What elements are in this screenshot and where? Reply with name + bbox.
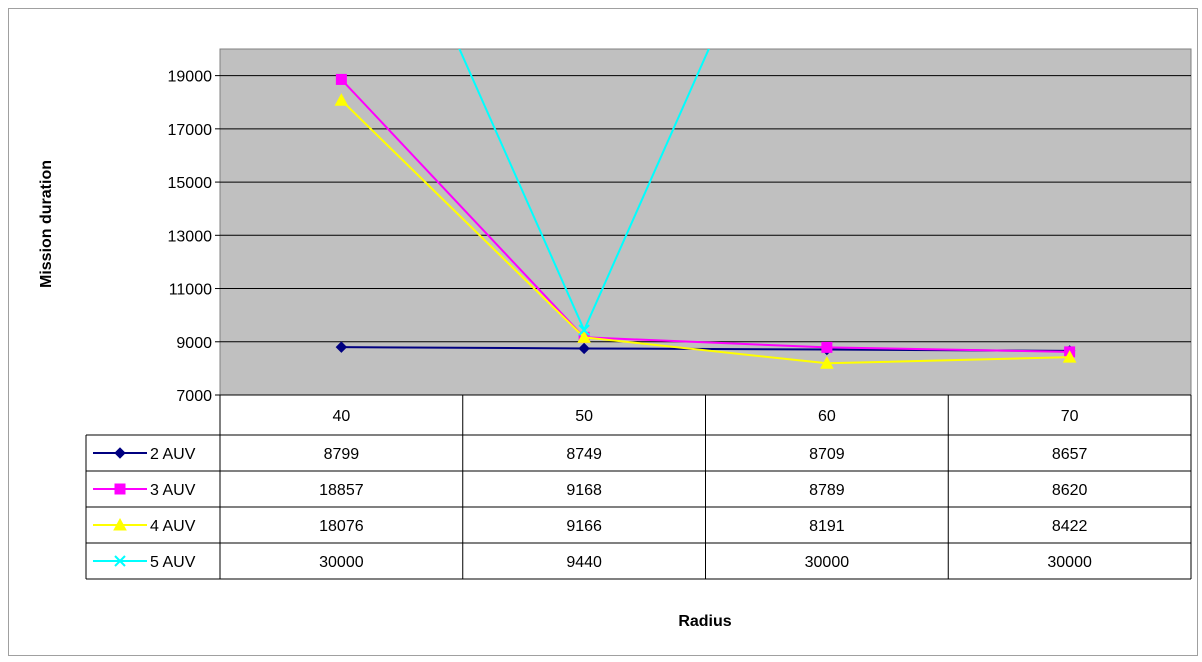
table-cell-s2-3: 8422 xyxy=(1052,518,1088,535)
ytick-label-7000: 7000 xyxy=(176,388,212,405)
point-s2-2 xyxy=(820,356,834,369)
ytick-label-19000: 19000 xyxy=(168,69,213,86)
legend-label-3: 5 AUV xyxy=(150,554,196,571)
ytick-label-11000: 11000 xyxy=(169,282,212,299)
point-s0-1 xyxy=(578,342,590,355)
point-s1-2 xyxy=(821,341,833,353)
x-category-label-60: 60 xyxy=(818,408,836,425)
series-line-1 xyxy=(340,78,1070,353)
plot-area xyxy=(219,48,1192,396)
legend-marker-1 xyxy=(114,483,126,495)
chart-frame: 7000 9000 11000 13000 15000 17000 19000 40 50 60… xyxy=(8,8,1198,656)
point-s1-0 xyxy=(335,73,347,85)
table-cell-s1-3: 8620 xyxy=(1052,482,1088,499)
ytick-label-9000: 9000 xyxy=(176,335,212,352)
point-s0-0 xyxy=(335,341,348,353)
table-cell-s1-1: 9168 xyxy=(566,482,602,499)
legend-label-0: 2 AUV xyxy=(150,446,196,463)
point-s2-3 xyxy=(1062,350,1077,363)
series-layer xyxy=(334,49,1077,369)
ytick-label-13000: 13000 xyxy=(168,228,213,245)
x-category-label-70: 70 xyxy=(1061,408,1079,425)
ytick-label-15000: 15000 xyxy=(168,175,213,192)
x-category-label-50: 50 xyxy=(575,408,593,425)
legend-marker-0 xyxy=(114,447,126,459)
x-axis-title: Radius xyxy=(678,613,731,630)
y-axis-title: Mission duration xyxy=(38,160,55,288)
table-cell-s3-1: 9440 xyxy=(566,554,602,571)
legend-label-1: 3 AUV xyxy=(150,482,196,499)
legend-marker-3 xyxy=(114,555,126,567)
y-axis-ticks: 7000 9000 11000 13000 15000 17000 19000 xyxy=(168,69,220,405)
table-cell-s2-0: 18076 xyxy=(319,518,364,535)
series-line-2 xyxy=(340,99,1070,365)
table-cell-s0-0: 8799 xyxy=(324,446,360,463)
x-category-label-40: 40 xyxy=(332,408,350,425)
table-cell-s3-2: 30000 xyxy=(805,554,850,571)
point-s2-1 xyxy=(577,330,591,343)
gridlines xyxy=(220,75,1191,396)
table-cell-s3-0: 30000 xyxy=(319,554,364,571)
series-line-3 xyxy=(458,49,710,333)
data-table: 40 50 60 70 2 AUV 8799 8749 8709 8657 3 AUV 18857 9… xyxy=(85,395,1192,580)
legend-label-2: 4 AUV xyxy=(150,518,196,535)
table-cell-s1-0: 18857 xyxy=(319,482,364,499)
table-cell-s2-1: 9166 xyxy=(566,518,602,535)
table-cell-s1-2: 8789 xyxy=(809,482,845,499)
chart-svg: 7000 9000 11000 13000 15000 17000 19000 40 50 60… xyxy=(38,48,1192,630)
point-s3-1 xyxy=(578,324,590,336)
ytick-label-17000: 17000 xyxy=(168,122,213,139)
table-cell-s0-2: 8709 xyxy=(809,446,845,463)
table-cell-s2-2: 8191 xyxy=(809,518,845,535)
legend-marker-2 xyxy=(113,517,127,531)
table-cell-s0-1: 8749 xyxy=(566,446,602,463)
table-cell-s3-3: 30000 xyxy=(1047,554,1092,571)
table-cell-s0-3: 8657 xyxy=(1052,446,1088,463)
point-s2-0 xyxy=(334,93,349,106)
